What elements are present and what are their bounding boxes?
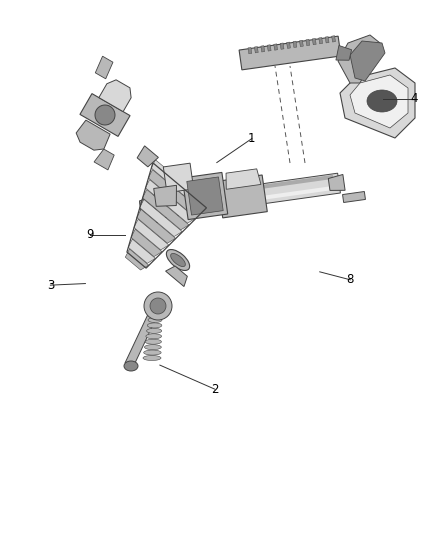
Ellipse shape <box>147 328 162 333</box>
Polygon shape <box>332 36 336 42</box>
Polygon shape <box>140 199 182 237</box>
Polygon shape <box>154 185 177 206</box>
Polygon shape <box>148 169 202 216</box>
Text: 4: 4 <box>410 92 418 105</box>
Text: 2: 2 <box>211 383 219 395</box>
Ellipse shape <box>166 249 190 270</box>
Polygon shape <box>300 40 303 46</box>
Polygon shape <box>146 186 335 216</box>
Polygon shape <box>128 239 155 263</box>
Ellipse shape <box>148 318 162 322</box>
Polygon shape <box>319 37 323 44</box>
Text: 8: 8 <box>347 273 354 286</box>
Polygon shape <box>280 43 284 49</box>
Ellipse shape <box>144 350 161 355</box>
Ellipse shape <box>124 361 138 371</box>
Polygon shape <box>248 47 252 54</box>
Polygon shape <box>325 37 329 43</box>
Ellipse shape <box>171 254 185 266</box>
Polygon shape <box>187 177 223 215</box>
Circle shape <box>144 292 172 320</box>
Polygon shape <box>142 190 189 230</box>
Polygon shape <box>125 310 160 363</box>
Polygon shape <box>125 249 148 270</box>
Polygon shape <box>286 42 290 49</box>
Polygon shape <box>218 175 267 218</box>
Ellipse shape <box>147 323 162 328</box>
Ellipse shape <box>143 356 161 360</box>
Text: 3: 3 <box>47 279 54 292</box>
Polygon shape <box>239 36 341 70</box>
Polygon shape <box>140 173 340 221</box>
Polygon shape <box>267 45 271 51</box>
Ellipse shape <box>146 334 162 339</box>
Polygon shape <box>80 94 130 136</box>
Polygon shape <box>261 46 265 52</box>
Polygon shape <box>254 46 258 53</box>
Polygon shape <box>226 169 261 189</box>
Polygon shape <box>145 180 196 223</box>
Polygon shape <box>140 195 158 223</box>
Polygon shape <box>340 68 415 138</box>
Polygon shape <box>131 229 162 256</box>
Polygon shape <box>328 174 345 190</box>
Polygon shape <box>350 41 385 81</box>
Ellipse shape <box>145 345 161 350</box>
Ellipse shape <box>367 90 397 112</box>
Polygon shape <box>343 191 365 203</box>
Polygon shape <box>166 266 187 287</box>
Polygon shape <box>182 172 228 220</box>
Polygon shape <box>338 35 380 83</box>
Polygon shape <box>293 41 297 47</box>
Polygon shape <box>76 120 110 150</box>
Text: 9: 9 <box>86 228 94 241</box>
Circle shape <box>95 105 115 125</box>
Polygon shape <box>151 160 209 210</box>
Ellipse shape <box>145 339 162 344</box>
Polygon shape <box>94 149 114 170</box>
Text: 1: 1 <box>248 132 256 145</box>
Polygon shape <box>336 45 352 60</box>
Polygon shape <box>306 39 310 46</box>
Polygon shape <box>95 56 113 79</box>
Polygon shape <box>137 209 176 243</box>
Polygon shape <box>99 80 131 111</box>
Circle shape <box>150 298 166 314</box>
Polygon shape <box>145 175 333 205</box>
Polygon shape <box>134 219 169 250</box>
Polygon shape <box>312 38 316 45</box>
Polygon shape <box>350 75 408 128</box>
Polygon shape <box>274 44 278 50</box>
Polygon shape <box>163 163 194 193</box>
Polygon shape <box>137 146 159 167</box>
